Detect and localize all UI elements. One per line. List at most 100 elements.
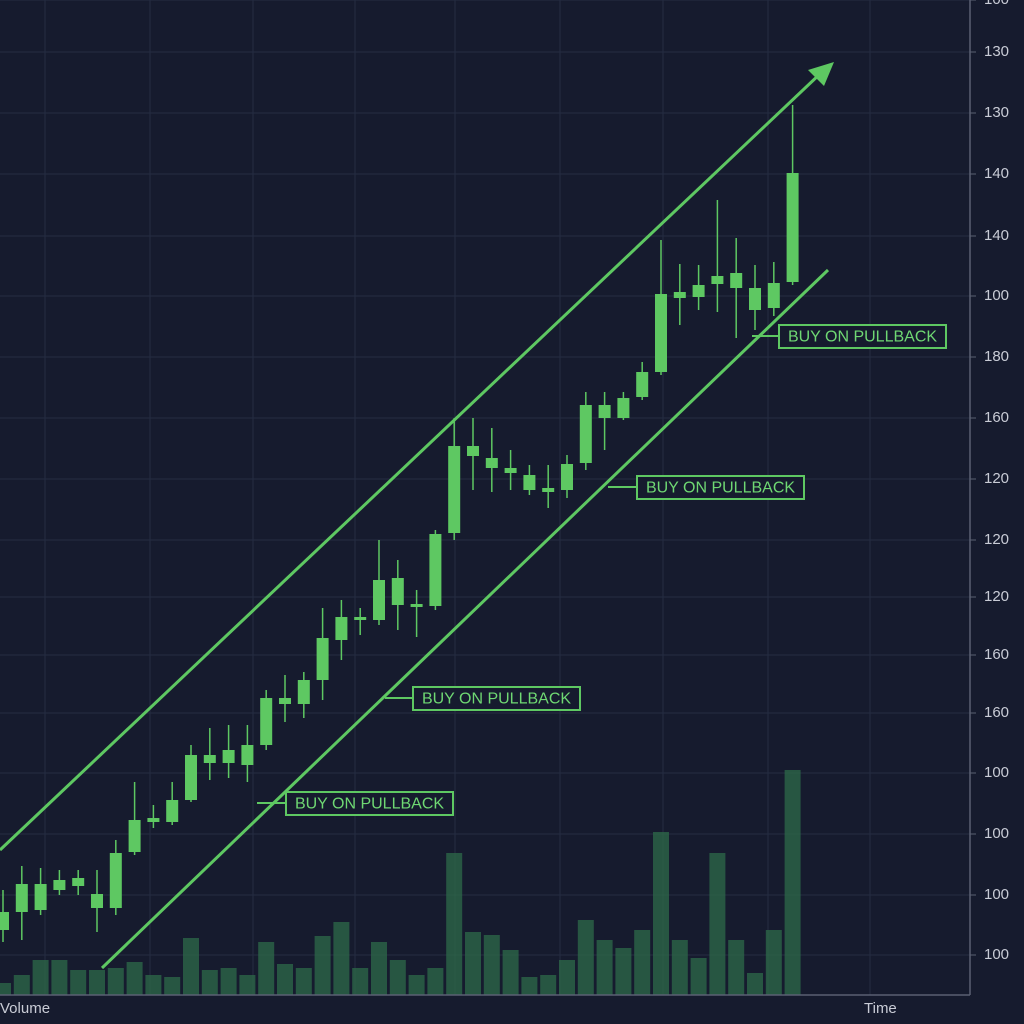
volume-bar [277,964,293,995]
y-tick-label: 160 [984,646,1009,663]
candle-body [504,468,517,473]
candle-body [429,534,442,606]
volume-bar [521,977,538,995]
volume-bar [314,936,331,995]
y-tick-label: 140 [984,165,1009,182]
volume-bar [728,940,745,995]
candle-body [485,458,498,468]
y-tick-label: 100 [984,764,1009,781]
candle-body [692,285,705,297]
y-tick-label: 140 [984,227,1009,244]
y-tick-label: 120 [984,470,1009,487]
volume-bar [671,940,688,995]
candle-body [448,446,461,533]
candle-body [655,294,667,372]
overlay: BUY ON PULLBACK BUY ON PULLBACK BUY ON PUL… [0,62,947,970]
candle-body [0,912,9,930]
candle-body [128,820,141,852]
grid [0,0,970,995]
volume-bar [615,948,632,995]
y-tick-label: 100 [984,886,1009,903]
volume-bar [596,940,613,995]
y-tick-label: 100 [984,825,1009,842]
candle-body [147,818,160,822]
annotation-box [778,324,947,349]
candle-body [316,638,329,680]
candle-body [354,617,367,620]
candle-body [749,288,761,310]
x-axis-label: Time [864,1000,897,1017]
volume-bar [540,975,557,995]
candle-body [636,372,649,397]
candle-body [72,878,85,886]
candle-body [166,800,179,822]
volume-bar [502,950,519,995]
candle-body [109,853,122,908]
candle-body [373,580,385,620]
y-tick-label: 130 [984,43,1009,60]
volume-bar [0,983,11,995]
volume-bar [690,958,707,995]
candle-body [410,604,423,607]
candle-body [467,446,479,456]
volume-bar [107,968,124,995]
candle-body [523,475,536,490]
volume-bar [51,960,68,995]
candle-body [185,755,197,800]
upper-channel [0,70,824,852]
candle-body [598,405,611,418]
candle-body [711,276,724,284]
annotation-box [412,686,581,711]
volume-bar [13,975,30,995]
volume-bar [465,932,481,995]
candle-body [34,884,47,910]
annotation: BUY ON PULLBACK [646,480,795,497]
y-tick-label: 180 [984,348,1009,365]
y-tick-label: 120 [984,531,1009,548]
y-tick-label: 100 [984,0,1009,8]
candle-body [391,578,404,605]
volume-bar [559,960,575,995]
volume-bar [389,960,406,995]
arrow-head [808,62,834,86]
candle-body [786,173,799,282]
candle-body [767,283,780,308]
candle-body [730,273,743,288]
candle-body [542,488,555,492]
volume-bar [747,973,763,995]
y-tick-label: 130 [984,104,1009,121]
y-tick-label: 160 [984,409,1009,426]
volume-bar [577,920,594,995]
candle-body [617,398,630,418]
volume-bar [333,922,350,995]
candle-body [561,464,573,490]
volume-bar [483,935,500,995]
volume-bar [446,853,463,995]
volume-bar [709,853,726,995]
candle-body [297,680,310,704]
volume-bar [126,962,143,995]
candle-body [222,750,235,763]
volume-bar [295,968,312,995]
annotation: BUY ON PULLBACK [788,329,937,346]
volume-bar [201,970,218,995]
volume-bar [653,832,669,995]
volume-bar [220,968,237,995]
lower-channel [100,268,830,970]
volume-bar [427,968,444,995]
volume-bar [89,970,105,995]
candle-body [335,617,348,640]
candle-body [91,894,103,908]
candle-body [53,880,66,890]
candle-body [579,405,592,463]
volume-bar [258,942,275,995]
volume-bar [239,975,256,995]
annotation: BUY ON PULLBACK [295,796,444,813]
candle-body [673,292,686,298]
volume-bar [145,975,162,995]
volume-bar [634,930,651,995]
candles [0,105,799,942]
volume-bar [70,970,87,995]
